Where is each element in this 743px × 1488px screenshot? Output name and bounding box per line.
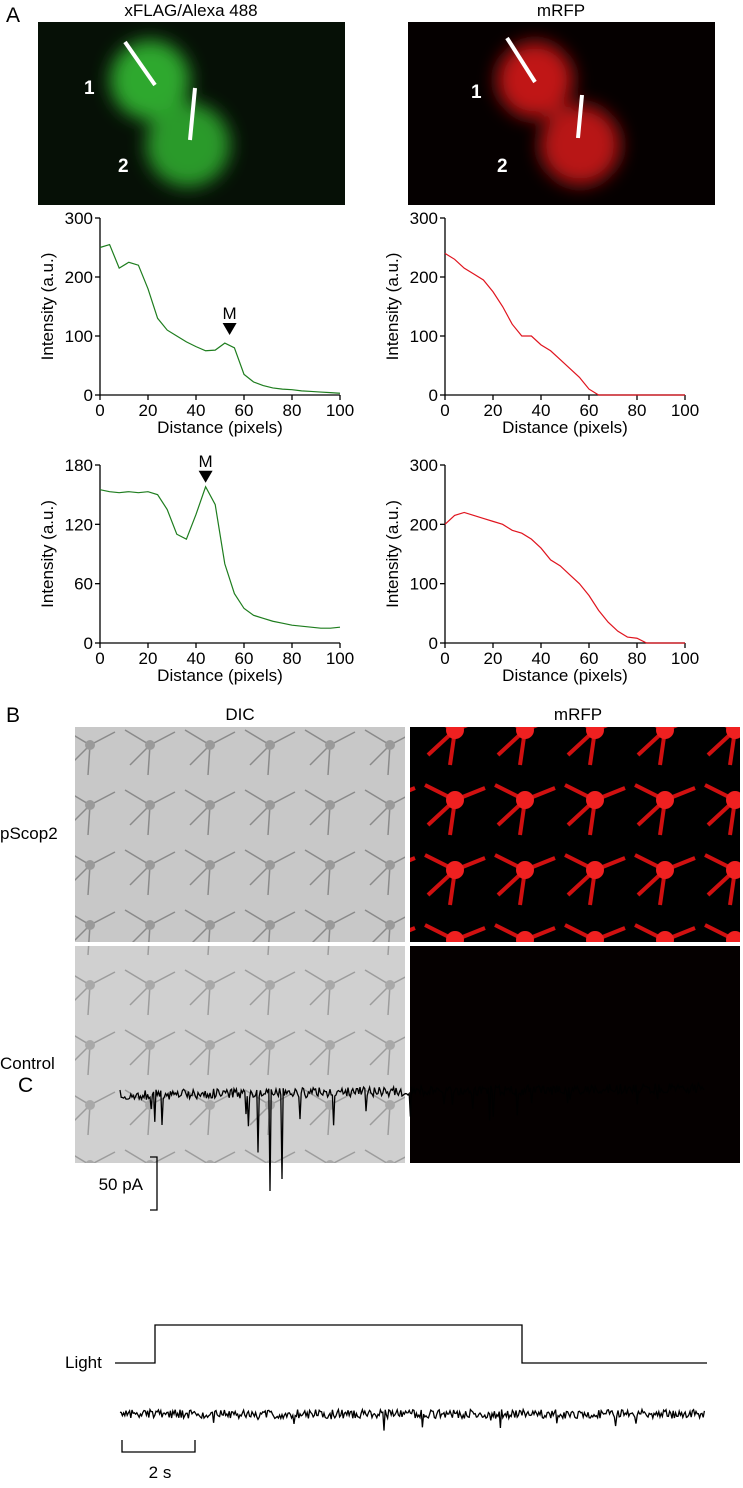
scale-label: 50 pA bbox=[99, 1175, 144, 1194]
x-tick-label: 100 bbox=[326, 649, 354, 668]
cell-label: 2 bbox=[497, 156, 508, 177]
y-tick-label: 0 bbox=[429, 386, 438, 405]
panel-label: A bbox=[6, 4, 20, 27]
x-tick-label: 80 bbox=[283, 649, 302, 668]
light-step bbox=[115, 1324, 707, 1364]
y-tick-label: 300 bbox=[410, 456, 438, 475]
y-axis-label: Intensity (a.u.) bbox=[38, 500, 57, 608]
x-tick-label: 60 bbox=[235, 401, 254, 420]
data-line bbox=[99, 485, 341, 629]
axis bbox=[99, 218, 340, 396]
annotation-marker bbox=[222, 322, 237, 335]
image bbox=[410, 946, 740, 1163]
image-title: xFLAG/Alexa 488 bbox=[124, 1, 257, 20]
x-axis-label: Distance (pixels) bbox=[502, 418, 628, 437]
x-axis-label: Distance (pixels) bbox=[502, 666, 628, 685]
axis bbox=[99, 465, 340, 644]
image bbox=[75, 727, 405, 942]
y-axis-label: Intensity (a.u.) bbox=[38, 253, 57, 361]
y-tick-label: 120 bbox=[65, 515, 93, 534]
axis bbox=[444, 218, 685, 396]
x-tick-label: 80 bbox=[628, 649, 647, 668]
x-tick-label: 100 bbox=[671, 401, 699, 420]
x-tick-label: 60 bbox=[235, 649, 254, 668]
x-tick-label: 0 bbox=[440, 401, 449, 420]
x-tick-label: 0 bbox=[440, 649, 449, 668]
data-line bbox=[99, 243, 341, 394]
x-tick-label: 40 bbox=[532, 401, 551, 420]
image bbox=[410, 727, 740, 942]
x-axis-label: Distance (pixels) bbox=[157, 666, 283, 685]
image-title: mRFP bbox=[554, 705, 602, 724]
y-tick-label: 100 bbox=[410, 327, 438, 346]
line-roi bbox=[123, 40, 157, 87]
x-tick-label: 40 bbox=[187, 649, 206, 668]
cell-label: 1 bbox=[471, 82, 482, 103]
x-tick-label: 100 bbox=[671, 649, 699, 668]
y-tick-label: 0 bbox=[84, 386, 93, 405]
annotation: M bbox=[199, 452, 213, 471]
axis bbox=[444, 465, 685, 644]
x-tick-label: 40 bbox=[532, 649, 551, 668]
x-tick-label: 20 bbox=[139, 649, 158, 668]
y-tick-label: 200 bbox=[410, 515, 438, 534]
x-tick-label: 40 bbox=[187, 401, 206, 420]
row-label: Control bbox=[0, 1054, 55, 1073]
x-tick-label: 20 bbox=[139, 401, 158, 420]
line-roi bbox=[188, 87, 197, 141]
y-tick-label: 100 bbox=[410, 575, 438, 594]
light-label: Light bbox=[65, 1353, 102, 1372]
cell-label: 2 bbox=[118, 156, 129, 177]
panel-label: B bbox=[6, 704, 20, 727]
y-tick-label: 100 bbox=[65, 327, 93, 346]
y-tick-label: 200 bbox=[65, 268, 93, 287]
x-tick-label: 20 bbox=[484, 649, 503, 668]
annotation: M bbox=[223, 304, 237, 323]
annotation-marker bbox=[198, 470, 213, 483]
line-roi bbox=[505, 36, 537, 84]
x-tick-label: 0 bbox=[95, 401, 104, 420]
x-tick-label: 80 bbox=[283, 401, 302, 420]
x-tick-label: 100 bbox=[326, 401, 354, 420]
x-tick-label: 20 bbox=[484, 401, 503, 420]
x-tick-label: 60 bbox=[580, 401, 599, 420]
current-trace bbox=[119, 1081, 705, 1192]
y-tick-label: 0 bbox=[84, 634, 93, 653]
scale-bar bbox=[121, 1440, 196, 1453]
cell-label: 1 bbox=[84, 78, 95, 99]
y-axis-label: Intensity (a.u.) bbox=[383, 500, 402, 608]
y-axis-label: Intensity (a.u.) bbox=[383, 253, 402, 361]
panel-label: C bbox=[18, 1074, 33, 1097]
y-tick-label: 300 bbox=[65, 209, 93, 228]
scale-bar bbox=[150, 1156, 158, 1211]
x-tick-label: 0 bbox=[95, 649, 104, 668]
y-tick-label: 300 bbox=[410, 209, 438, 228]
image bbox=[75, 946, 405, 1163]
image-title: mRFP bbox=[537, 1, 585, 20]
y-tick-label: 200 bbox=[410, 268, 438, 287]
current-trace bbox=[119, 1407, 706, 1431]
y-tick-label: 180 bbox=[65, 456, 93, 475]
y-tick-label: 0 bbox=[429, 634, 438, 653]
x-tick-label: 80 bbox=[628, 401, 647, 420]
scale-label: 2 s bbox=[149, 1463, 172, 1482]
y-tick-label: 60 bbox=[74, 575, 93, 594]
image-title: DIC bbox=[225, 705, 254, 724]
data-line bbox=[444, 252, 685, 396]
row-label: pScop2 bbox=[0, 824, 58, 843]
x-axis-label: Distance (pixels) bbox=[157, 418, 283, 437]
line-roi bbox=[576, 94, 584, 139]
data-line bbox=[444, 511, 685, 644]
x-tick-label: 60 bbox=[580, 649, 599, 668]
